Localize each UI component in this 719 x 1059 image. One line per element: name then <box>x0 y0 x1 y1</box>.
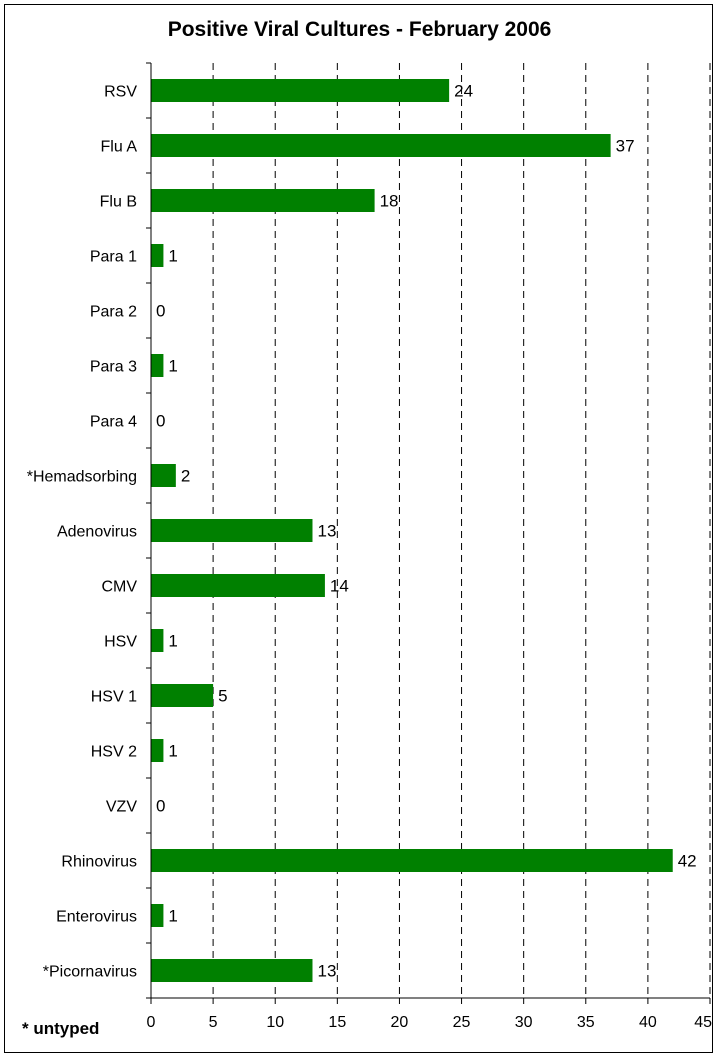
x-tick-label-30: 30 <box>515 1014 533 1031</box>
category-label-11: HSV 1 <box>91 689 137 706</box>
category-label-9: CMV <box>101 579 137 596</box>
bar-8 <box>151 519 313 542</box>
bar-5 <box>151 354 164 377</box>
value-label-13: 0 <box>156 797 165 816</box>
category-label-16: *Picornavirus <box>43 964 137 981</box>
value-label-1: 37 <box>616 137 635 156</box>
category-label-8: Adenovirus <box>57 524 137 541</box>
bar-7 <box>151 464 176 487</box>
value-label-16: 13 <box>317 962 336 981</box>
value-label-4: 0 <box>156 302 165 321</box>
x-tick-label-45: 45 <box>694 1014 712 1031</box>
category-label-12: HSV 2 <box>91 744 137 761</box>
chart-title: Positive Viral Cultures - February 2006 <box>167 18 552 41</box>
category-label-0: RSV <box>104 84 137 101</box>
value-label-10: 1 <box>168 632 177 651</box>
category-label-6: Para 4 <box>90 414 137 431</box>
bar-3 <box>151 244 164 267</box>
bar-12 <box>151 739 164 762</box>
x-tick-label-0: 0 <box>147 1014 156 1031</box>
labels: 24 RSV 37 Flu A 18 Flu B 1 Para 1 0 Para 2 1 Para 3… <box>27 82 712 1032</box>
value-label-2: 18 <box>380 192 399 211</box>
bars <box>151 79 673 982</box>
bar-2 <box>151 189 375 212</box>
value-label-15: 1 <box>168 907 177 926</box>
value-label-0: 24 <box>454 82 473 101</box>
x-tick-label-35: 35 <box>577 1014 595 1031</box>
bar-15 <box>151 904 164 927</box>
category-label-4: Para 2 <box>90 304 137 321</box>
value-label-3: 1 <box>168 247 177 266</box>
x-tick-label-5: 5 <box>209 1014 218 1031</box>
untyped-note: * untyped <box>22 1019 100 1038</box>
bar-0 <box>151 79 450 102</box>
x-tick-label-40: 40 <box>639 1014 657 1031</box>
category-label-5: Para 3 <box>90 359 137 376</box>
value-label-8: 13 <box>317 522 336 541</box>
value-label-14: 42 <box>678 852 697 871</box>
category-label-3: Para 1 <box>90 249 137 266</box>
chart-frame <box>4 4 713 1053</box>
value-label-6: 0 <box>156 412 165 431</box>
x-tick-label-10: 10 <box>266 1014 284 1031</box>
bar-14 <box>151 849 673 872</box>
value-label-5: 1 <box>168 357 177 376</box>
x-tick-label-25: 25 <box>453 1014 471 1031</box>
x-tick-label-15: 15 <box>328 1014 346 1031</box>
value-label-7: 2 <box>181 467 190 486</box>
bar-9 <box>151 574 325 597</box>
value-label-12: 1 <box>168 742 177 761</box>
category-label-13: VZV <box>106 799 137 816</box>
x-tick-label-20: 20 <box>391 1014 409 1031</box>
category-label-10: HSV <box>104 634 137 651</box>
bar-16 <box>151 959 313 982</box>
axes <box>146 62 711 1004</box>
bar-11 <box>151 684 214 707</box>
category-label-7: *Hemadsorbing <box>27 469 137 486</box>
category-label-2: Flu B <box>100 194 137 211</box>
bar-10 <box>151 629 164 652</box>
value-label-9: 14 <box>330 577 349 596</box>
bar-1 <box>151 134 611 157</box>
category-label-14: Rhinovirus <box>61 854 137 871</box>
category-label-1: Flu A <box>101 139 138 156</box>
value-label-11: 5 <box>218 687 227 706</box>
category-label-15: Enterovirus <box>56 909 137 926</box>
